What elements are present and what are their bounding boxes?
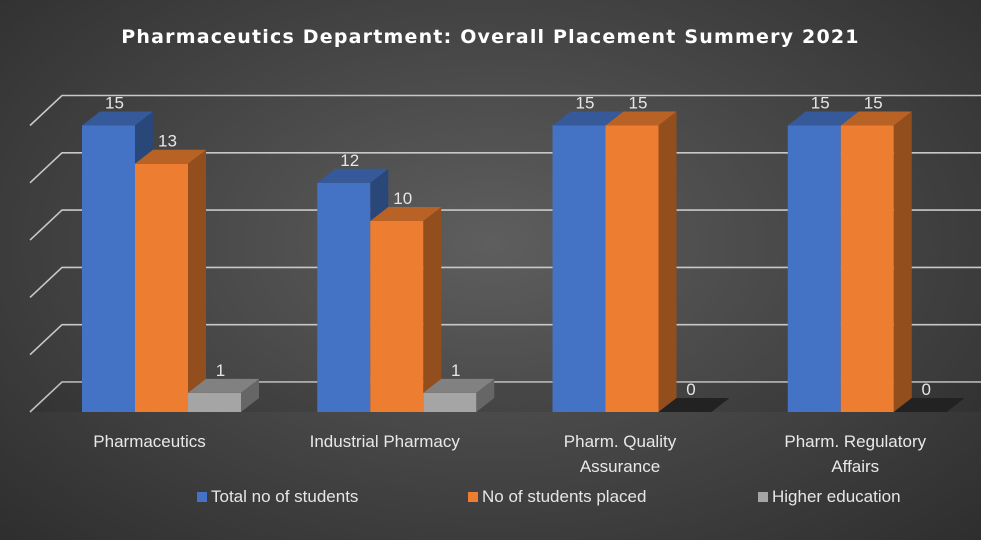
category-label: Assurance	[580, 457, 660, 476]
bar-top	[552, 111, 624, 126]
data-label: 12	[340, 151, 359, 170]
bar-front	[787, 125, 841, 412]
data-label: 1	[216, 361, 225, 380]
bar-top	[423, 378, 495, 393]
bar-front	[370, 221, 424, 412]
bar-top	[787, 111, 859, 126]
data-label: 15	[629, 94, 648, 113]
data-label: 10	[393, 189, 412, 208]
data-label: 15	[576, 94, 595, 113]
bar-front	[135, 163, 188, 412]
bar-side	[188, 149, 206, 412]
bar-top	[658, 398, 730, 412]
bar-top	[840, 111, 912, 126]
legend-swatch	[758, 492, 768, 502]
bar-0-2	[188, 378, 259, 412]
bar-top	[893, 398, 965, 412]
chart-legend: Total no of students No of students place…	[0, 487, 981, 513]
data-label: 15	[864, 94, 883, 113]
bar-side	[476, 378, 495, 412]
legend-swatch	[197, 492, 207, 502]
legend-label: No of students placed	[482, 487, 647, 506]
category-label: Industrial Pharmacy	[310, 432, 461, 451]
legend-swatch	[468, 492, 478, 502]
category-label: Pharm. Quality	[564, 432, 677, 451]
bar-side	[423, 207, 442, 412]
category-label: Pharmaceutics	[93, 432, 205, 451]
legend-item: Total no of students	[197, 487, 358, 507]
category-label: Pharm. Regulatory	[784, 432, 926, 451]
gridline	[29, 94, 981, 127]
data-label: 13	[158, 132, 177, 151]
bar-2-1	[605, 111, 677, 412]
bar-3-1	[840, 111, 912, 412]
bar-front	[188, 392, 241, 412]
bar-side	[893, 111, 912, 412]
bar-2-2	[658, 398, 730, 412]
bar-front	[317, 182, 371, 412]
bar-front	[552, 125, 606, 412]
legend-label: Total no of students	[211, 487, 359, 506]
legend-item: Higher education	[758, 487, 901, 507]
bar-1-2	[423, 378, 495, 412]
bar-top	[82, 111, 153, 126]
data-label: 0	[686, 380, 695, 399]
bar-0-1	[135, 149, 206, 412]
chart-title: Pharmaceutics Department: Overall Placem…	[121, 26, 860, 48]
bar-front	[82, 125, 135, 412]
data-label: 15	[811, 94, 830, 113]
bar-top	[370, 207, 442, 221]
legend-item: No of students placed	[468, 487, 646, 507]
bar-top	[135, 149, 206, 164]
data-label: 15	[105, 94, 124, 113]
data-label: 0	[922, 380, 931, 399]
chart-floor	[30, 382, 981, 412]
category-label: Affairs	[831, 457, 879, 476]
bar-side	[241, 378, 259, 412]
bar-front	[840, 125, 894, 412]
bar-side	[658, 111, 677, 412]
data-label: 1	[451, 361, 460, 380]
bar-top	[317, 168, 389, 183]
bar-top	[188, 378, 259, 393]
bar-1-1	[370, 207, 442, 412]
bar-front	[423, 392, 477, 412]
bar-top	[605, 111, 677, 126]
legend-label: Higher education	[772, 487, 901, 506]
bar-3-2	[893, 398, 965, 412]
bar-front	[605, 125, 659, 412]
